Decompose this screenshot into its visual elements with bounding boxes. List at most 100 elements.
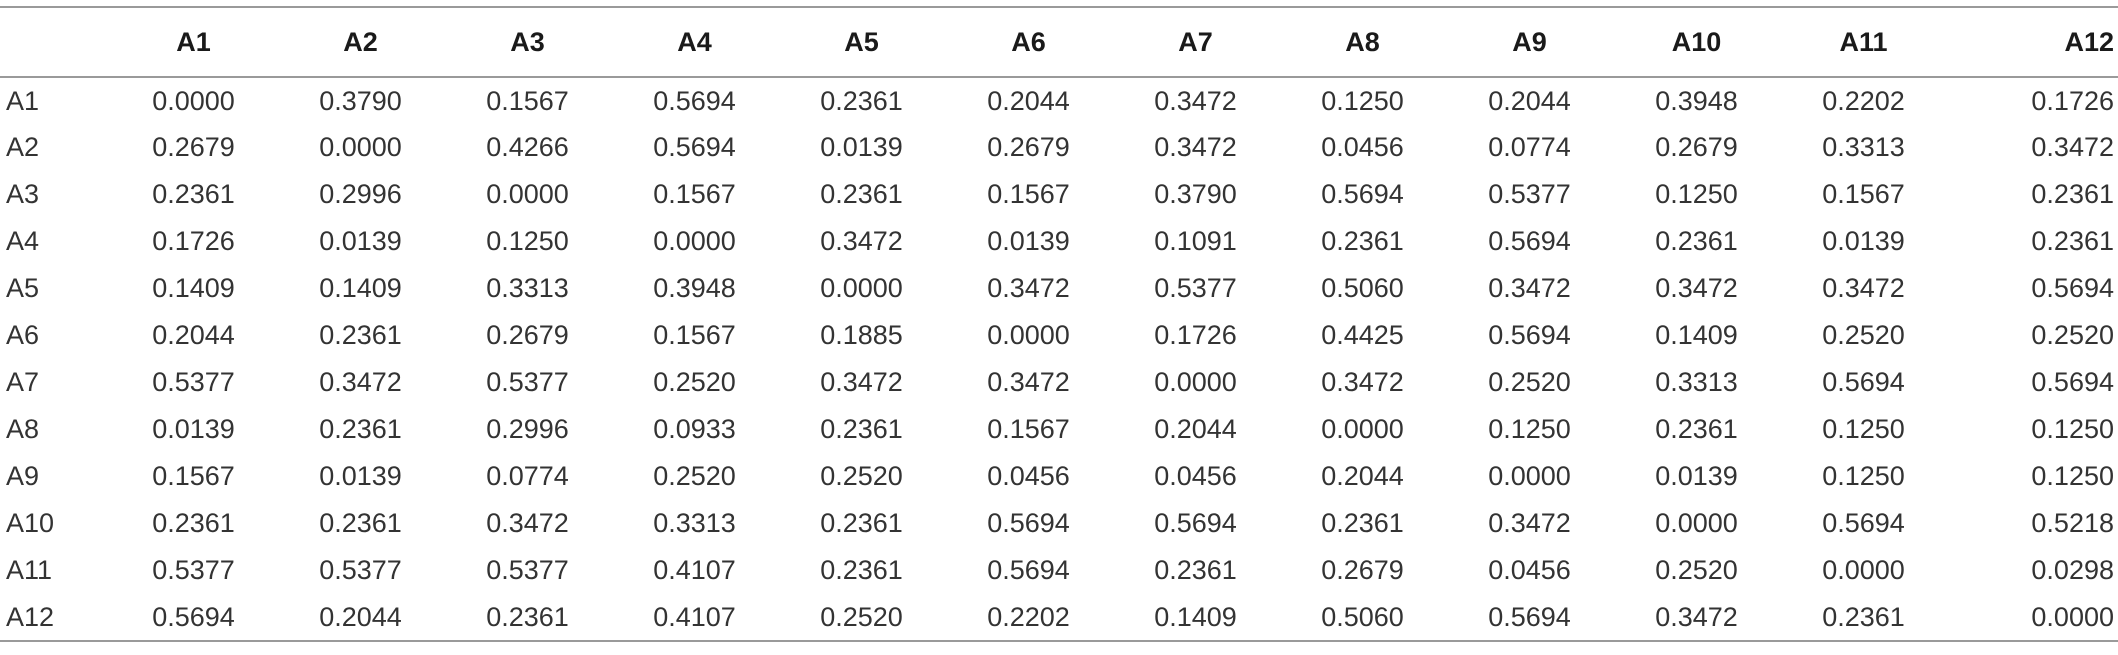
table-cell: 0.2679 (486, 320, 569, 350)
table-cell: 0.5694 (110, 594, 277, 642)
column-header-a1: A1 (110, 6, 277, 78)
table-cell: 0.2044 (1154, 414, 1237, 444)
table-cell: 0.3472 (1154, 85, 1237, 116)
column-header-a10: A10 (1613, 6, 1780, 78)
table-row: A2 0.2679 0.0000 0.4266 0.5694 0.0139 0.2679 0.… (0, 124, 2118, 171)
table-cell: 0.1250 (1321, 85, 1404, 116)
table-cell: 0.5694 (653, 132, 736, 162)
table-cell: 0.3472 (820, 226, 903, 256)
table-cell: 0.1726 (1154, 320, 1237, 350)
table-cell: 0.2361 (820, 414, 903, 444)
table-cell: 0.0000 (1947, 594, 2118, 642)
table-cell: 0.2679 (1321, 555, 1404, 585)
row-label: A7 (6, 367, 40, 397)
table-cell: 0.1567 (152, 461, 235, 491)
table-cell: 0.2361 (319, 320, 402, 350)
column-header-a7: A7 (1112, 6, 1279, 78)
column-header-a8: A8 (1279, 6, 1446, 78)
table-cell: 0.3472 (1488, 273, 1571, 303)
table-cell: 0.5377 (1154, 273, 1237, 303)
table-cell: 0.4107 (611, 594, 778, 642)
table-cell: 0.3790 (1154, 179, 1237, 209)
table-cell: 0.2520 (1488, 367, 1571, 397)
table-cell: 0.2044 (152, 320, 235, 350)
column-header-a2: A2 (277, 6, 444, 78)
table-cell: 0.5694 (1321, 179, 1404, 209)
table-cell: 0.2361 (1154, 555, 1237, 585)
table-cell: 0.1409 (319, 273, 402, 303)
matrix-table-container: A1 A2 A3 A4 A5 A6 A7 A8 A9 A10 A11 A12 A1 0.0000 0.37… (0, 6, 2118, 655)
table-cell: 0.3472 (486, 508, 569, 538)
table-cell: 0.3313 (486, 273, 569, 303)
table-cell: 0.1567 (987, 414, 1070, 444)
table-cell: 0.3313 (1822, 132, 1905, 162)
table-cell: 0.0000 (152, 85, 235, 116)
row-label: A4 (6, 226, 40, 256)
column-header-a3: A3 (444, 6, 611, 78)
table-cell: 0.5377 (152, 555, 235, 585)
table-cell: 0.2044 (1321, 461, 1404, 491)
table-cell: 0.3472 (1822, 273, 1905, 303)
column-header-a5: A5 (778, 6, 945, 78)
table-cell: 0.0456 (1154, 461, 1237, 491)
table-cell: 0.0456 (987, 461, 1070, 491)
table-cell: 0.2044 (1488, 85, 1571, 116)
table-cell: 0.2520 (2031, 320, 2114, 350)
table-cell: 0.2679 (987, 132, 1070, 162)
table-cell: 0.2361 (820, 179, 903, 209)
table-cell: 0.0000 (820, 273, 903, 303)
table-cell: 0.3313 (1655, 367, 1738, 397)
table-cell: 0.2520 (653, 367, 736, 397)
table-cell: 0.0139 (1655, 461, 1738, 491)
table-cell: 0.5060 (1321, 273, 1404, 303)
table-cell: 0.5694 (1822, 367, 1905, 397)
table-cell: 0.2202 (1822, 85, 1905, 116)
table-cell: 0.1250 (486, 226, 569, 256)
table-cell: 0.3948 (653, 273, 736, 303)
table-cell: 0.2361 (444, 594, 611, 642)
table-cell: 0.5060 (1279, 594, 1446, 642)
row-label: A8 (6, 414, 40, 444)
table-cell: 0.2361 (319, 414, 402, 444)
table-cell: 0.1250 (2031, 414, 2114, 444)
table-row: A10 0.2361 0.2361 0.3472 0.3313 0.2361 0.5694 0… (0, 500, 2118, 547)
table-cell: 0.5694 (987, 555, 1070, 585)
row-label: A6 (6, 320, 40, 350)
table-cell: 0.2996 (486, 414, 569, 444)
column-header-a11: A11 (1780, 6, 1947, 78)
table-cell: 0.1250 (1488, 414, 1571, 444)
table-body: A1 0.0000 0.3790 0.1567 0.5694 0.2361 0.2044 0.… (0, 77, 2118, 642)
table-cell: 0.0774 (486, 461, 569, 491)
row-label: A12 (0, 594, 110, 642)
table-cell: 0.0139 (1822, 226, 1905, 256)
table-cell: 0.0774 (1488, 132, 1571, 162)
table-cell: 0.1726 (152, 226, 235, 256)
table-cell: 0.2520 (1655, 555, 1738, 585)
table-cell: 0.1726 (2031, 85, 2114, 116)
table-cell: 0.5694 (2031, 273, 2114, 303)
table-cell: 0.2044 (987, 85, 1070, 116)
table-cell: 0.2996 (319, 179, 402, 209)
row-label: A3 (6, 179, 40, 209)
table-cell: 0.3472 (1613, 594, 1780, 642)
table-cell: 0.2361 (152, 179, 235, 209)
row-label: A2 (6, 132, 40, 162)
table-cell: 0.1567 (1822, 179, 1905, 209)
table-cell: 0.2361 (1655, 414, 1738, 444)
table-cell: 0.0139 (987, 226, 1070, 256)
table-cell: 0.2679 (1655, 132, 1738, 162)
table-cell: 0.2520 (820, 461, 903, 491)
table-cell: 0.2361 (820, 555, 903, 585)
table-cell: 0.2044 (277, 594, 444, 642)
table-header-row: A1 A2 A3 A4 A5 A6 A7 A8 A9 A10 A11 A12 (0, 6, 2118, 78)
table-cell: 0.5694 (1488, 226, 1571, 256)
table-cell: 0.1567 (987, 179, 1070, 209)
table-cell: 0.2202 (945, 594, 1112, 642)
table-cell: 0.5218 (2031, 508, 2114, 538)
table-cell: 0.3948 (1655, 85, 1738, 116)
table-cell: 0.2361 (152, 508, 235, 538)
table-cell: 0.3472 (987, 273, 1070, 303)
table-cell: 0.4266 (486, 132, 569, 162)
table-cell: 0.3472 (1321, 367, 1404, 397)
table-cell: 0.5377 (1488, 179, 1571, 209)
